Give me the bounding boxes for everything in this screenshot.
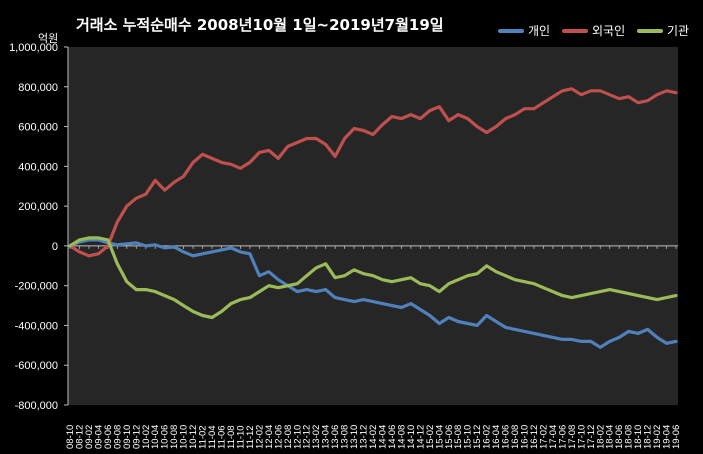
x-tick-label: 17-02 [538,425,549,449]
y-tick-label: 200,000 [18,201,58,213]
x-tick-label: 13-10 [349,425,360,449]
x-tick-label: 18-08 [624,425,635,449]
legend-swatch-institution [637,28,663,33]
x-tick-label: 13-06 [330,425,341,449]
x-tick-label: 17-04 [548,425,559,449]
legend-swatch-individual [498,28,524,33]
x-tick-label: 10-04 [150,425,161,449]
x-tick-label: 09-12 [131,425,142,449]
x-tick-label: 11-06 [217,425,228,449]
x-tick-label: 09-06 [103,425,114,449]
y-tick-label: -800,000 [15,400,58,412]
x-tick-label: 17-12 [586,425,597,449]
x-tick-label: 13-12 [359,425,370,449]
x-tick-label: 17-06 [557,425,568,449]
x-tick-label: 08-12 [74,425,85,449]
x-tick-label: 09-10 [122,425,133,449]
x-tick-label: 14-08 [396,425,407,449]
legend-label-individual: 개인 [528,24,551,38]
x-tick-label: 10-06 [160,425,171,449]
x-tick-label: 09-08 [112,425,123,449]
x-tick-label: 15-10 [463,425,474,449]
x-tick-label: 09-02 [84,425,95,449]
y-tick-label: 400,000 [18,161,58,173]
x-tick-label: 10-08 [169,425,180,449]
y-tick-label: 0 [52,241,58,253]
y-tick-label: -600,000 [15,360,58,372]
legend-item-institution: 기관 [637,22,689,39]
x-tick-label: 14-02 [368,425,379,449]
x-tick-label: 19-04 [662,425,673,449]
series-line-individual [68,238,678,349]
x-tick-label: 16-02 [482,425,493,449]
x-tick-label: 12-06 [273,425,284,449]
x-tick-label: 12-04 [264,425,275,449]
x-tick-label: 12-08 [283,425,294,449]
x-tick-label: 15-12 [472,425,483,449]
x-tick-label: 15-04 [434,425,445,449]
x-tick-label: 14-06 [387,425,398,449]
x-tick-label: 19-06 [671,425,682,449]
x-tick-label: 11-02 [198,425,209,449]
y-tick-label: 600,000 [18,122,58,134]
x-tick-label: 12-02 [254,425,265,449]
series-line-foreign [68,87,678,258]
x-tick-label: 11-04 [207,425,218,449]
x-tick-label: 16-12 [529,425,540,449]
x-tick-label: 11-08 [226,425,237,449]
x-tick-label: 10-12 [188,425,199,449]
x-tick-label: 10-02 [141,425,152,449]
x-tick-label: 09-04 [93,425,104,449]
plot-background [68,47,678,405]
x-tick-label: 15-06 [444,425,455,449]
x-tick-label: 13-08 [340,425,351,449]
x-tick-label: 08-10 [65,425,76,449]
x-tick-label: 18-02 [595,425,606,449]
x-tick-label: 18-06 [614,425,625,449]
x-tick-label: 15-02 [425,425,436,449]
series-line-institution [68,236,678,320]
chart-title: 거래소 누적순매수 2008년10월 1일~2019년7월19일 [76,16,444,34]
x-tick-label: 13-04 [321,425,332,449]
x-tick-label: 11-12 [245,425,256,449]
y-tick-label: 800,000 [18,82,58,94]
x-tick-label: 18-12 [643,425,654,449]
y-tick-label: -200,000 [15,281,58,293]
x-tick-label: 18-04 [605,425,616,449]
x-tick-label: 11-10 [235,425,246,449]
x-tick-label: 18-10 [633,425,644,449]
legend-label-foreign: 외국인 [592,24,626,38]
x-tick-label: 19-02 [652,425,663,449]
x-tick-label: 14-04 [377,425,388,449]
x-tick-label: 12-12 [302,425,313,449]
y-tick-label: 1,000,000 [9,42,58,54]
legend-label-institution: 기관 [667,24,690,38]
x-tick-label: 16-06 [501,425,512,449]
x-tick-label: 10-10 [179,425,190,449]
x-tick-label: 12-10 [292,425,303,449]
x-tick-label: 13-02 [311,425,322,449]
x-tick-label: 15-08 [453,425,464,449]
x-tick-label: 17-08 [567,425,578,449]
x-tick-label: 16-04 [491,425,502,449]
legend-swatch-foreign [562,28,588,33]
x-tick-label: 16-08 [510,425,521,449]
y-tick-label: -400,000 [15,320,58,332]
legend-item-foreign: 외국인 [562,22,625,39]
y-axis-unit-label: 억원 [38,32,59,45]
x-tick-label: 14-10 [406,425,417,449]
legend-item-individual: 개인 [498,22,550,39]
x-tick-label: 14-12 [415,425,426,449]
x-tick-label: 16-10 [520,425,531,449]
x-tick-label: 17-10 [576,425,587,449]
